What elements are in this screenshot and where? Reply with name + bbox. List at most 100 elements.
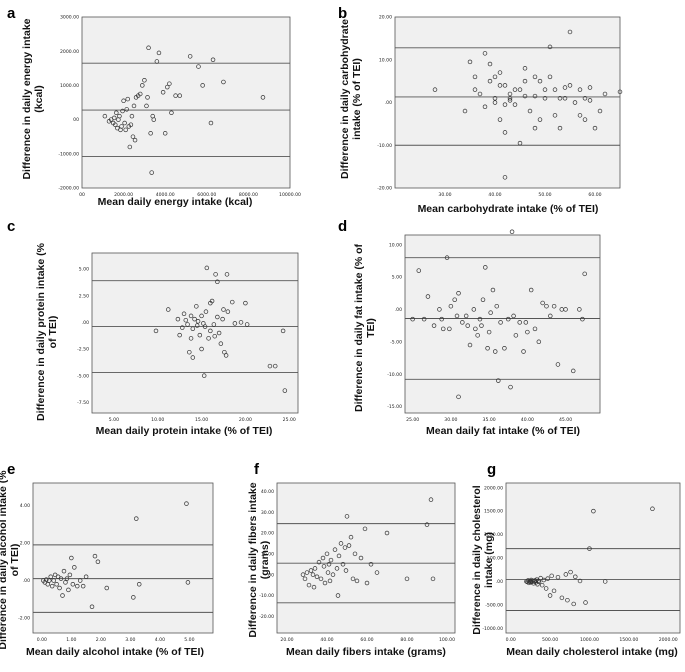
data-point-b-6	[482, 51, 488, 56]
data-point-a-15	[123, 127, 128, 133]
data-point-e-31	[134, 516, 139, 521]
data-point-b-36	[542, 87, 548, 92]
data-point-b-50	[577, 87, 583, 92]
data-point-g-19	[539, 582, 545, 588]
data-point-c-9	[188, 313, 194, 319]
y-axis-label-b: Difference in daily carbohydrate intake (…	[339, 19, 363, 179]
data-point-d-34	[502, 346, 507, 351]
data-point-f-3	[306, 582, 312, 588]
y-axis-label-line-g-1: intake (mg)	[483, 532, 495, 588]
data-point-b-53	[587, 85, 593, 90]
data-point-d-1	[416, 268, 422, 273]
data-point-a-28	[140, 83, 145, 88]
x-tick-label-d-0: 25.00	[406, 417, 419, 423]
data-point-b-3	[472, 87, 478, 92]
data-point-a-45	[177, 93, 183, 98]
data-point-d-39	[513, 333, 519, 338]
x-axis-label-a: Mean daily energy intake (kcal)	[98, 196, 253, 208]
x-axis-label-f: Mean daily fibers intake (grams)	[286, 646, 446, 658]
y-tick-label-c-1: 2.50	[79, 293, 89, 299]
y-tick-label-g-2: 1000.00	[484, 532, 503, 538]
data-point-f-4	[308, 568, 314, 573]
data-point-e-26	[89, 604, 95, 609]
data-point-f-39	[384, 530, 390, 536]
data-point-a-47	[196, 64, 201, 69]
data-point-d-45	[532, 326, 538, 332]
y-tick-label-f-4: .00	[267, 572, 274, 578]
data-point-b-42	[557, 95, 563, 101]
data-point-d-27	[486, 329, 492, 335]
data-point-g-28	[563, 572, 569, 577]
data-point-c-31	[213, 272, 218, 277]
data-point-f-36	[364, 580, 370, 586]
data-point-b-28	[522, 66, 528, 71]
data-point-d-36	[508, 384, 513, 390]
data-point-b-22	[507, 91, 513, 97]
y-tick-label-b-0: 20.00	[379, 15, 392, 21]
x-tick-label-d-4: 45.00	[559, 417, 572, 423]
data-point-f-40	[404, 576, 410, 582]
data-point-b-24	[512, 102, 518, 107]
data-point-b-55	[592, 125, 598, 131]
data-point-a-50	[210, 57, 216, 62]
x-tick-label-c-3: 20.00	[239, 417, 252, 423]
data-point-a-20	[128, 122, 134, 127]
y-axis-label-line-b-0: Difference in daily carbohydrate	[339, 19, 351, 179]
data-point-f-6	[311, 584, 317, 590]
data-point-c-32	[215, 314, 220, 320]
x-tick-label-e-3: 3.00	[125, 637, 135, 643]
data-point-a-27	[137, 91, 143, 97]
y-tick-label-a-3: 00	[73, 117, 79, 123]
data-point-e-34	[185, 580, 191, 585]
data-point-d-33	[498, 320, 503, 325]
plot-area-f	[276, 482, 456, 634]
x-tick-label-a-4: 8000.00	[239, 192, 258, 198]
data-point-b-32	[532, 93, 538, 99]
data-point-f-15	[325, 570, 331, 575]
data-point-c-27	[208, 328, 213, 334]
data-point-d-26	[485, 346, 490, 351]
data-point-c-18	[199, 313, 204, 319]
x-tick-label-g-0: 0.00	[506, 637, 516, 643]
data-point-d-37	[509, 229, 515, 235]
data-point-d-5	[437, 307, 442, 312]
data-point-a-49	[208, 120, 214, 126]
data-point-g-20	[541, 577, 547, 583]
x-tick-label-g-1: 500.00	[542, 637, 558, 643]
data-point-f-35	[362, 526, 368, 532]
x-tick-label-c-1: 10.00	[151, 417, 164, 423]
data-point-b-16	[502, 83, 508, 88]
data-point-a-34	[149, 170, 154, 175]
data-point-b-25	[517, 87, 523, 92]
data-point-d-55	[577, 307, 582, 312]
data-point-d-3	[425, 294, 431, 299]
data-point-f-42	[428, 497, 434, 502]
y-tick-label-e-2: .00	[23, 578, 30, 584]
data-point-e-4	[46, 578, 52, 583]
data-point-d-29	[490, 287, 496, 293]
data-point-c-0	[153, 328, 159, 334]
data-point-b-13	[497, 70, 503, 75]
data-point-d-2	[421, 316, 427, 322]
x-tick-label-a-2: 4000.00	[156, 192, 175, 198]
plot-area-a	[81, 16, 291, 189]
data-point-f-7	[312, 566, 318, 571]
data-point-e-24	[80, 583, 86, 589]
y-tick-label-b-3: -10.00	[377, 143, 392, 149]
data-point-a-37	[154, 59, 160, 64]
y-tick-label-a-1: 2000.00	[60, 49, 79, 55]
data-point-f-24	[338, 541, 344, 546]
data-point-d-10	[448, 303, 454, 309]
panel-g: 0.00 500.00 1000.00 1500.00 2000.00 2000.00 15…	[471, 461, 681, 658]
x-tick-label-f-3: 80.00	[400, 637, 413, 643]
y-axis-label-line-f-0: Difference in daily fibers intake	[247, 482, 259, 637]
data-point-d-7	[440, 326, 446, 332]
data-point-e-29	[104, 585, 110, 591]
panel-c: 5.00 10.00 15.00 20.00 25.00 5.00 2.50 .00 -2.50…	[7, 218, 299, 437]
data-point-c-35	[218, 341, 224, 346]
data-point-g-34	[583, 600, 588, 605]
data-point-a-36	[151, 117, 157, 122]
data-point-e-2	[44, 577, 49, 582]
data-point-a-33	[148, 131, 153, 136]
